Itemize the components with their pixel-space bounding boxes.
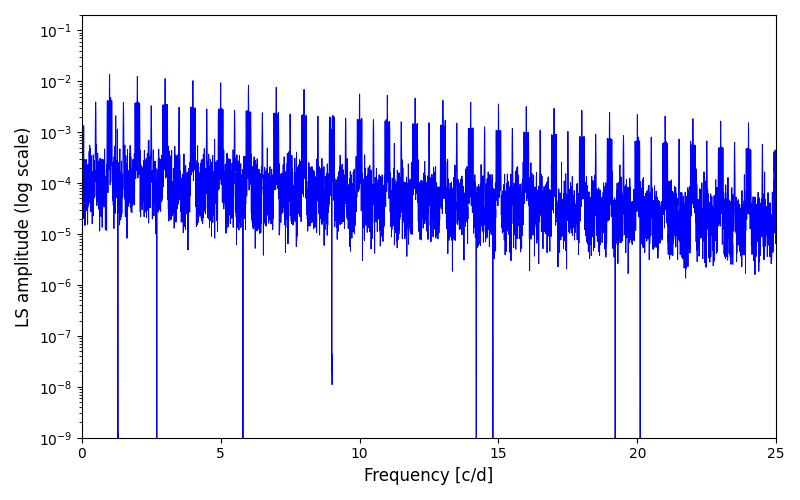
X-axis label: Frequency [c/d]: Frequency [c/d] xyxy=(364,467,494,485)
Y-axis label: LS amplitude (log scale): LS amplitude (log scale) xyxy=(15,126,33,326)
